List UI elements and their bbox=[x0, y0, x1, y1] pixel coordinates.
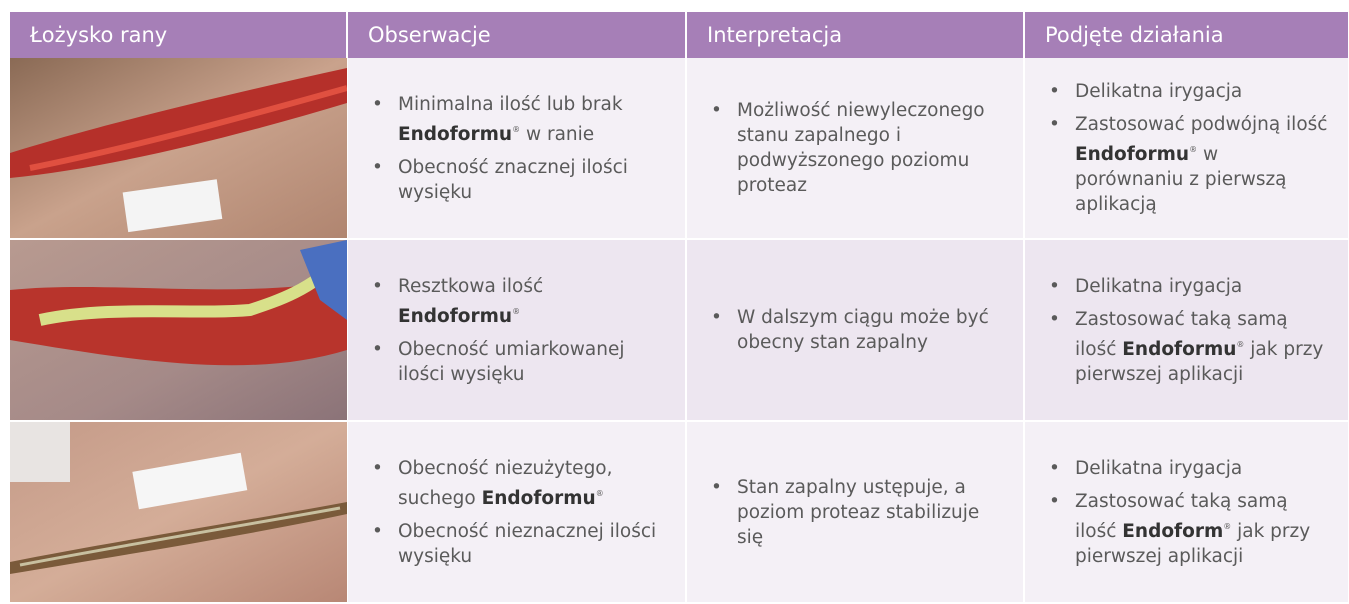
bullet-item: Obecność umiarkowanej ilości wysięku bbox=[370, 337, 665, 387]
header-cell: Interpretacja bbox=[686, 12, 1025, 58]
product-name: Endoformu bbox=[1122, 338, 1237, 360]
bullet-item: Zastosować taką samą ilość Endoform® jak… bbox=[1047, 489, 1328, 569]
trademark: ® bbox=[1236, 339, 1245, 349]
table-body: Minimalna ilość lub brak Endoformu® w ra… bbox=[10, 58, 1349, 604]
text: w ranie bbox=[520, 123, 595, 145]
header-cell: Podjęte działania bbox=[1024, 12, 1349, 58]
bullet-list: Stan zapalny ustępuje, a poziom proteaz … bbox=[709, 475, 1003, 550]
table-row: Minimalna ilość lub brak Endoformu® w ra… bbox=[10, 58, 1349, 240]
observations-cell: Minimalna ilość lub brak Endoformu® w ra… bbox=[347, 58, 687, 240]
bullet-item: Obecność nieznacznej ilości wysięku bbox=[370, 519, 665, 569]
text: Minimalna ilość lub brak bbox=[398, 93, 623, 115]
table-row: Resztkowa ilość Endoformu®Obecność umiar… bbox=[10, 239, 1349, 422]
bullet-item: W dalszym ciągu może być obecny stan zap… bbox=[709, 305, 1003, 355]
product-name: Endoformu bbox=[398, 305, 513, 327]
table-row: Obecność niezużytego, suchego Endoformu®… bbox=[10, 421, 1349, 604]
text: Obecność umiarkowanej ilości wysięku bbox=[398, 338, 625, 385]
trademark: ® bbox=[1189, 145, 1198, 154]
bullet-item: Resztkowa ilość Endoformu® bbox=[370, 274, 665, 329]
text: Delikatna irygacja bbox=[1075, 275, 1243, 297]
observations-cell: Obecność niezużytego, suchego Endoformu®… bbox=[347, 421, 687, 604]
bullet-item: Możliwość niewyleczonego stanu zapalnego… bbox=[709, 98, 1003, 198]
product-name: Endoformu bbox=[481, 487, 596, 509]
bullet-list: Resztkowa ilość Endoformu® Obecność umiar… bbox=[370, 274, 665, 387]
trademark: ® bbox=[512, 306, 521, 316]
trademark: ® bbox=[595, 488, 604, 498]
bullet-item: Obecność znacznej ilości wysięku bbox=[370, 155, 665, 205]
wound-photo bbox=[10, 240, 347, 420]
text: Zastosować podwójną ilość bbox=[1075, 114, 1328, 135]
photo-cell bbox=[10, 421, 348, 604]
trademark: ® bbox=[1223, 521, 1232, 531]
bullet-item: Delikatna irygacja bbox=[1047, 456, 1328, 481]
header-cell: Łożysko rany bbox=[10, 12, 348, 58]
bullet-item: Minimalna ilość lub brak Endoformu® w ra… bbox=[370, 92, 665, 147]
bullet-item: Delikatna irygacja bbox=[1047, 79, 1328, 104]
text: Zastosować taką samą ilość bbox=[1075, 308, 1288, 360]
trademark: ® bbox=[512, 124, 521, 134]
photo-cell bbox=[10, 239, 348, 422]
text: Obecność nieznacznej ilości wysięku bbox=[398, 520, 657, 567]
actions-cell: Delikatna irygacja Zastosować taką samą i… bbox=[1024, 421, 1349, 604]
text: Obecność znacznej ilości wysięku bbox=[398, 156, 628, 203]
bullet-item: Zastosować podwójną ilość Endoformu® w p… bbox=[1047, 112, 1328, 217]
bullet-item: Zastosować taką samą ilość Endoformu® ja… bbox=[1047, 307, 1328, 387]
header-row: Łożysko rany Obserwacje Interpretacja Po… bbox=[10, 12, 1349, 58]
observations-cell: Resztkowa ilość Endoformu® Obecność umiar… bbox=[347, 239, 687, 422]
text: Obecność niezużytego, suchego bbox=[398, 457, 613, 509]
wound-photo bbox=[10, 58, 347, 238]
bullet-list: Delikatna irygacja Zastosować podwójną il… bbox=[1047, 79, 1328, 217]
bullet-list: W dalszym ciągu może być obecny stan zap… bbox=[709, 305, 1003, 355]
interpretation-cell: Stan zapalny ustępuje, a poziom proteaz … bbox=[686, 421, 1025, 604]
text: Delikatna irygacja bbox=[1075, 81, 1243, 102]
text: Delikatna irygacja bbox=[1075, 457, 1243, 479]
photo-cell bbox=[10, 58, 348, 240]
product-name: Endoformu bbox=[1075, 144, 1190, 165]
wound-photo bbox=[10, 422, 347, 602]
bullet-list: Delikatna irygacja Zastosować taką samą i… bbox=[1047, 274, 1328, 387]
header-cell: Obserwacje bbox=[347, 12, 687, 58]
product-name: Endoformu bbox=[398, 123, 513, 145]
bullet-item: Obecność niezużytego, suchego Endoformu® bbox=[370, 456, 665, 511]
actions-cell: Delikatna irygacja Zastosować taką samą i… bbox=[1024, 239, 1349, 422]
text: jak przy pierwszej aplikacji bbox=[1075, 520, 1311, 567]
text: Zastosować taką samą ilość bbox=[1075, 490, 1288, 542]
wound-table: Łożysko rany Obserwacje Interpretacja Po… bbox=[10, 12, 1349, 604]
text: Resztkowa ilość bbox=[398, 275, 544, 297]
text: jak przy pierwszej aplikacji bbox=[1075, 338, 1324, 385]
text: W dalszym ciągu może być obecny stan zap… bbox=[737, 307, 989, 353]
bullet-item: Stan zapalny ustępuje, a poziom proteaz … bbox=[709, 475, 1003, 550]
interpretation-cell: Możliwość niewyleczonego stanu zapalnego… bbox=[686, 58, 1025, 240]
text: w porównaniu z pierwszą aplikacją bbox=[1075, 144, 1287, 215]
interpretation-cell: W dalszym ciągu może być obecny stan zap… bbox=[686, 239, 1025, 422]
bullet-list: Możliwość niewyleczonego stanu zapalnego… bbox=[709, 98, 1003, 198]
bullet-list: Minimalna ilość lub brak Endoformu® w ra… bbox=[370, 92, 665, 205]
bullet-list: Obecność niezużytego, suchego Endoformu®… bbox=[370, 456, 665, 569]
actions-cell: Delikatna irygacja Zastosować podwójną il… bbox=[1024, 58, 1349, 240]
bullet-item: Delikatna irygacja bbox=[1047, 274, 1328, 299]
text: Możliwość niewyleczonego stanu zapalnego… bbox=[737, 100, 985, 196]
text: Stan zapalny ustępuje, a poziom proteaz … bbox=[737, 476, 980, 548]
product-name: Endoform bbox=[1122, 520, 1224, 542]
bullet-list: Delikatna irygacja Zastosować taką samą i… bbox=[1047, 456, 1328, 569]
